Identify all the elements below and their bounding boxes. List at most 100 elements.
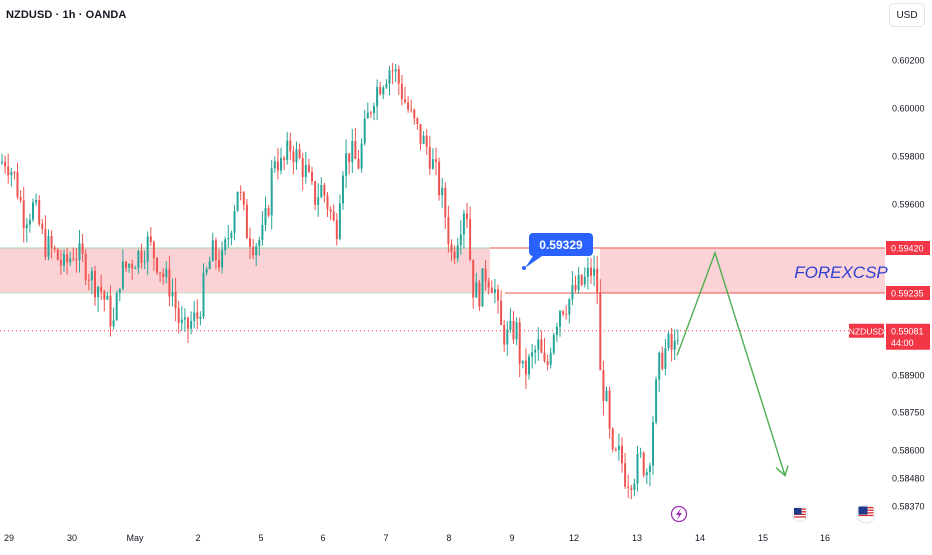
candle-body <box>524 360 527 375</box>
candle-body <box>605 390 608 401</box>
candle-body <box>481 268 484 307</box>
candle-body <box>112 320 115 327</box>
candle-body <box>224 239 227 251</box>
candle-body <box>413 109 416 119</box>
candle-body <box>586 267 589 277</box>
candle-body <box>528 356 530 375</box>
symbol-badge-text: NZDUSD <box>849 326 884 336</box>
candle-body <box>19 197 22 201</box>
candle-body <box>329 209 332 212</box>
us-flag-icon[interactable] <box>792 506 808 522</box>
candle-body <box>599 293 602 371</box>
candle-body <box>32 202 34 220</box>
projection-arrowhead <box>775 465 789 477</box>
candle-body <box>478 282 481 307</box>
candle-body <box>208 261 211 270</box>
symbol-title: NZDUSD · 1h · OANDA <box>6 9 127 21</box>
candle-body <box>410 109 413 111</box>
candle-body <box>84 253 87 280</box>
candle-body <box>218 259 220 268</box>
lightning-icon[interactable] <box>670 505 688 523</box>
candle-body <box>109 295 112 327</box>
candle-body <box>466 213 468 219</box>
candle-body <box>407 102 410 110</box>
candle-body <box>87 279 90 281</box>
candle-body <box>419 123 422 144</box>
candle-body <box>447 217 450 245</box>
candle-body <box>357 158 360 169</box>
current-price-value: 0.59081 <box>891 326 924 336</box>
candle-body <box>199 316 202 319</box>
candle-body <box>115 293 118 321</box>
lightning-icon-bolt <box>676 508 682 520</box>
candle-body <box>354 141 357 159</box>
candle-body <box>574 284 577 291</box>
callout-pointer <box>525 256 542 268</box>
candle-body <box>50 236 53 248</box>
candle-body <box>121 261 124 289</box>
candle-body <box>149 236 152 242</box>
candle-body <box>661 352 664 369</box>
candle-body <box>258 240 261 247</box>
candle-body <box>453 251 456 259</box>
y-tick-label: 0.60200 <box>892 56 925 66</box>
candle-body <box>555 326 558 335</box>
candle-body <box>568 299 571 315</box>
candle-body <box>125 261 127 268</box>
candle-body <box>428 146 431 169</box>
candle-body <box>295 149 298 163</box>
candle-body <box>602 370 605 401</box>
candle-body <box>301 158 304 178</box>
candle-body <box>94 271 96 298</box>
candle-body <box>134 268 137 270</box>
candle-body <box>162 273 165 278</box>
price-callout[interactable] <box>522 233 593 270</box>
candle-body <box>280 157 282 171</box>
candle-body <box>552 334 555 353</box>
candle-body <box>255 246 258 256</box>
candle-body <box>472 259 475 298</box>
candle-body <box>100 287 103 292</box>
y-tick-label: 0.59800 <box>892 152 925 162</box>
projection-path[interactable] <box>676 250 786 476</box>
candle-body <box>289 140 292 152</box>
candle-body <box>655 379 658 423</box>
currency-button[interactable]: USD <box>889 3 925 27</box>
candle-body <box>540 339 543 353</box>
candle-body <box>503 325 506 345</box>
candle-body <box>342 175 344 204</box>
candle-body <box>236 191 239 212</box>
candle-body <box>571 284 574 300</box>
candle-body <box>156 258 158 273</box>
candle-body <box>75 259 78 261</box>
zone-low-tag-bg <box>886 286 930 300</box>
candle-body <box>450 244 453 252</box>
candle-body <box>118 288 121 294</box>
candle-body <box>397 69 400 84</box>
candle-body <box>469 218 472 260</box>
candle-body <box>10 172 13 176</box>
candle-body <box>143 261 146 263</box>
candle-body <box>292 151 295 163</box>
candle-body <box>648 465 651 473</box>
candles <box>1 63 679 500</box>
candle-body <box>627 486 630 488</box>
candle-body <box>233 211 236 233</box>
candle-body <box>72 258 75 260</box>
candle-body <box>245 204 248 239</box>
callout-anchor <box>522 266 526 270</box>
candle-body <box>168 268 171 297</box>
us-flag-icon-large[interactable] <box>856 504 876 524</box>
candle-body <box>636 453 639 484</box>
candle-body <box>487 281 490 288</box>
candle-body <box>549 352 552 365</box>
candle-body <box>642 452 645 476</box>
zone-high-tag <box>886 241 930 255</box>
candle-body <box>90 271 93 281</box>
candle-body <box>537 339 540 350</box>
candle-body <box>416 118 419 124</box>
candle-body <box>214 240 217 260</box>
candle-body <box>562 311 565 315</box>
